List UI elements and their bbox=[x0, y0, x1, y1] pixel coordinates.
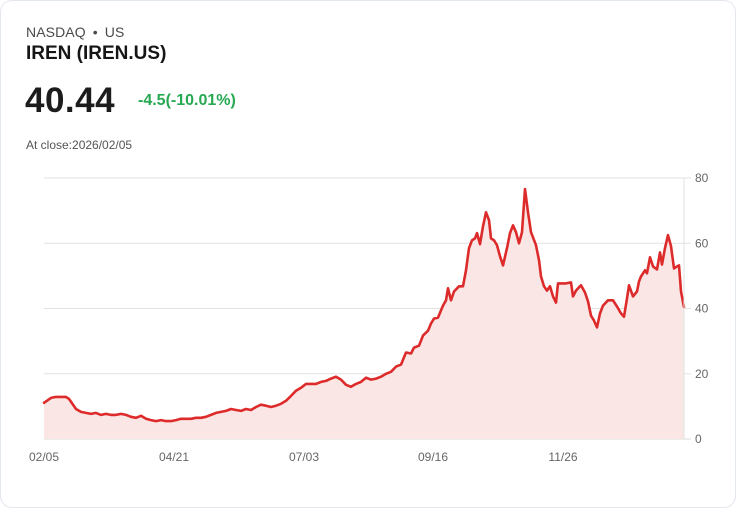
y-tick-label: 80 bbox=[695, 171, 709, 185]
y-axis-ticks: 80 60 40 20 0 bbox=[695, 171, 709, 446]
stock-title: IREN (IREN.US) bbox=[26, 43, 167, 64]
close-timestamp: At close:2026/02/05 bbox=[26, 138, 133, 152]
y-tick-label: 60 bbox=[695, 236, 709, 250]
price-line bbox=[42, 187, 686, 423]
exchange-line: NASDAQ • US bbox=[26, 24, 124, 40]
y-tick-label: 40 bbox=[695, 302, 709, 316]
price-area-fill bbox=[44, 189, 684, 439]
region-name: US bbox=[104, 24, 125, 40]
x-tick-label: 07/03 bbox=[289, 450, 319, 464]
x-tick-label: 11/26 bbox=[548, 450, 577, 464]
price-change: -4.5(-10.01%) bbox=[138, 92, 236, 109]
y-tick-label: 0 bbox=[695, 432, 702, 446]
exchange-name: NASDAQ bbox=[26, 24, 86, 40]
x-tick-label: 04/21 bbox=[159, 450, 189, 464]
separator-dot: • bbox=[92, 24, 98, 40]
y-tick-label: 20 bbox=[695, 367, 709, 381]
current-price: 40.44 bbox=[25, 81, 116, 120]
x-axis-ticks: 02/05 04/21 07/03 09/16 11/26 bbox=[29, 450, 578, 464]
x-tick-label: 02/05 bbox=[29, 450, 59, 464]
x-tick-label: 09/16 bbox=[418, 450, 448, 464]
